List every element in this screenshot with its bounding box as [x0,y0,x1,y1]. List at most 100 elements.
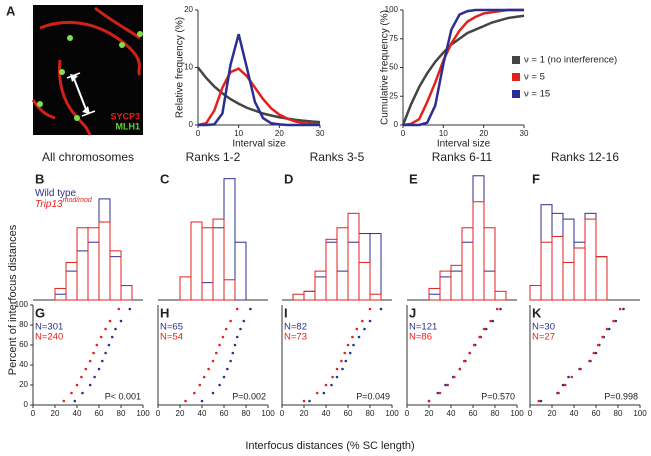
y-tick-label: 0 [24,400,29,409]
dot [539,399,543,403]
histogram-bar [179,276,192,301]
x-tick-label: 0 [401,129,406,138]
dot [499,307,502,311]
p-value: P=0.002 [232,391,266,401]
x-tick-label: 60 [95,409,104,418]
x-tick-label: 20 [51,409,60,418]
y-tick-label: 75 [389,34,398,43]
histogram-bar [212,218,225,301]
dot [561,383,565,387]
panel-letter: B [35,171,44,186]
x-tick-label: 0 [405,409,410,418]
p-value: P=0.998 [604,391,638,401]
dot [489,319,492,323]
legend-label-superscript: mod/mod [63,197,93,204]
curve [401,14,525,126]
n-label: N=27 [532,332,555,343]
dot [570,375,574,379]
histogram-bar [201,282,214,301]
histogram-bar [336,227,349,301]
x-tick-label: 20 [548,409,557,418]
dot [537,399,541,403]
x-tick-label: 20 [300,409,309,418]
histogram-bar [76,227,89,301]
curve [402,8,524,127]
y-axis-label: Percent of interfocus distances [7,224,19,375]
histogram-bar [562,218,575,301]
histogram-bar [120,285,133,301]
histogram-bar [303,290,316,301]
x-tick-label: 40 [322,409,331,418]
x-tick-label: 80 [366,409,375,418]
histogram-bar [325,241,338,301]
legend-swatch [512,73,520,81]
dot [75,383,79,387]
histogram-bar [551,235,564,301]
histogram-bar [358,261,371,301]
histogram-bar [212,227,225,301]
dot [622,307,625,311]
x-tick-label: 80 [491,409,500,418]
histogram-bar [461,227,474,301]
x-tick-label: 100 [633,409,647,418]
dot [592,351,596,355]
legend-label: ν = 1 (no interference) [524,55,617,66]
panel-letter: D [284,171,293,186]
histogram-bar [439,270,452,301]
dot [344,359,348,363]
panel-title: Ranks 6-11 [432,150,493,164]
dot [357,335,361,339]
histogram-bar [573,241,586,301]
dot [218,383,221,387]
histogram-bar [234,241,247,301]
dot [563,383,567,387]
legend-label: ν = 15 [524,89,550,100]
x-tick-label: 0 [196,129,201,138]
histogram-bar [540,204,553,301]
dot [202,375,206,379]
x-tick-label: 0 [31,409,36,418]
legend-label: Wild type [35,188,77,199]
x-axis-label: Interfocus distances (% SC length) [245,440,414,452]
x-tick-label: 40 [447,409,456,418]
x-axis-label: Interval size [437,139,491,150]
curve [198,33,320,127]
y-tick-label: 100 [385,5,399,14]
n-label: N=73 [284,332,307,343]
x-tick-label: 40 [570,409,579,418]
histogram-bar [562,261,575,301]
dot [427,399,431,403]
dot [239,327,242,331]
dot [235,335,239,339]
n-label: N=65 [160,322,183,333]
y-tick-label: 50 [389,63,398,72]
dot [322,391,326,395]
axis [32,305,143,406]
histogram-bar [358,233,371,301]
dot [458,367,462,371]
x-tick-label: 60 [220,409,229,418]
x-tick-label: 80 [242,409,251,418]
p-value: P< 0.001 [105,391,141,401]
dot [557,391,560,395]
dot [361,319,364,323]
dot [324,383,328,387]
x-tick-label: 0 [280,409,285,418]
x-tick-label: 60 [592,409,601,418]
x-tick-label: 20 [176,409,185,418]
x-tick-label: 30 [520,129,529,138]
dot [335,367,339,371]
dot [117,307,121,311]
dot [104,351,107,355]
dot [221,335,225,339]
dot [97,367,101,371]
histogram-bar [450,264,463,301]
dot [215,351,218,355]
dot [352,343,355,347]
dot [462,359,466,363]
histogram-bar [87,241,100,301]
dot [242,319,246,323]
x-tick-label: 40 [198,409,207,418]
x-tick-label: 60 [344,409,353,418]
